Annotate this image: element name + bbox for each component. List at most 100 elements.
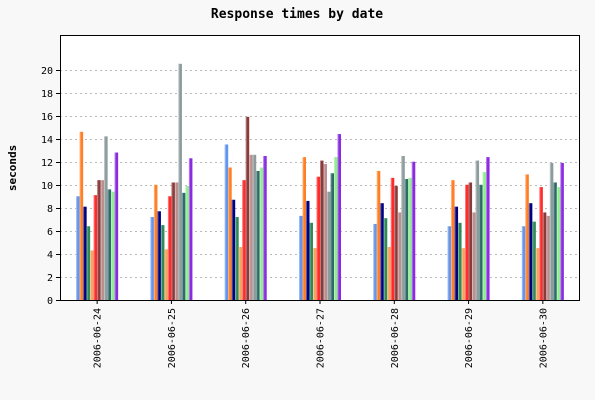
x-ticks: 2006-06-24 2006-06-25 2006-06-26 2006-06-27…	[93, 300, 549, 368]
bar	[235, 217, 239, 300]
bar	[323, 164, 327, 300]
bar	[472, 212, 476, 300]
bar-highlight	[306, 200, 307, 300]
bar-highlight	[451, 180, 453, 300]
bar-highlight	[93, 195, 95, 300]
bar	[475, 160, 480, 300]
x-tick-label: 2006-06-28	[390, 308, 401, 368]
bar	[539, 187, 543, 300]
bar-highlight	[313, 248, 314, 300]
bar	[228, 167, 232, 300]
bar-highlight	[330, 173, 332, 300]
bar	[302, 157, 306, 300]
bar	[86, 226, 91, 300]
bar	[256, 170, 260, 300]
bar-highlight	[380, 203, 382, 300]
bar	[376, 170, 381, 300]
bar	[327, 191, 331, 300]
bar	[306, 200, 310, 300]
bar	[171, 182, 175, 300]
bar-highlight	[157, 211, 159, 300]
bar	[546, 215, 550, 300]
bar	[553, 182, 557, 300]
x-tick-label: 2006-06-27	[316, 308, 327, 368]
bar	[387, 247, 391, 300]
bar	[549, 162, 554, 300]
bar	[231, 199, 236, 300]
bar	[454, 206, 459, 300]
bar	[482, 172, 487, 300]
bar	[242, 180, 246, 300]
bar-highlight	[327, 191, 328, 300]
bar	[411, 161, 416, 300]
bar	[100, 180, 105, 300]
bar	[97, 180, 101, 300]
bar-highlight	[104, 136, 106, 300]
bar-highlight	[107, 189, 109, 300]
bar-highlight	[238, 247, 240, 300]
bar	[263, 155, 267, 300]
bar-highlight	[390, 177, 392, 300]
bar-highlight	[479, 184, 481, 300]
bar	[334, 157, 338, 300]
bar-highlight	[249, 154, 251, 300]
bar	[542, 212, 547, 300]
bar	[252, 154, 257, 300]
bar	[174, 182, 179, 300]
bar-highlight	[174, 182, 176, 300]
bar	[79, 131, 84, 300]
bar-highlight	[263, 155, 265, 300]
bar	[373, 223, 377, 300]
bar-highlight	[411, 161, 413, 300]
bar-highlight	[245, 116, 247, 300]
bar	[556, 187, 561, 300]
bar-highlight	[556, 187, 558, 300]
bar	[525, 174, 529, 300]
bar	[380, 203, 384, 300]
bar-highlight	[259, 167, 261, 300]
bar	[468, 182, 473, 300]
bar	[238, 247, 243, 300]
bar	[185, 185, 189, 300]
bar	[451, 180, 455, 300]
bar	[532, 221, 536, 300]
bar-highlight	[231, 199, 233, 300]
bar	[521, 226, 526, 300]
bar-highlight	[521, 226, 523, 300]
y-tick-label: 2	[47, 273, 53, 284]
bar-highlight	[316, 176, 318, 300]
bar-highlight	[242, 180, 244, 300]
bar	[404, 179, 409, 300]
y-tick-label: 16	[41, 112, 53, 123]
bar-highlight	[458, 222, 460, 300]
x-tick-label: 2006-06-29	[464, 308, 475, 368]
bar	[299, 215, 303, 300]
bar-highlight	[185, 185, 187, 300]
y-axis-label: seconds	[6, 145, 19, 191]
bar	[93, 195, 98, 300]
bar	[560, 162, 564, 300]
bar-highlight	[178, 63, 180, 300]
bar	[320, 160, 324, 300]
bar	[224, 144, 229, 300]
bar-highlight	[408, 177, 410, 300]
bar	[309, 222, 313, 300]
bar-highlight	[76, 196, 78, 300]
bar-highlight	[404, 179, 406, 300]
bar-highlight	[401, 155, 403, 300]
bar-highlight	[86, 226, 88, 300]
y-tick-label: 6	[47, 227, 53, 238]
bar-highlight	[299, 215, 300, 300]
bar	[383, 218, 388, 300]
bar-highlight	[302, 157, 304, 300]
y-tick-label: 20	[41, 66, 53, 77]
bar-highlight	[397, 212, 399, 300]
bar-highlight	[334, 157, 335, 300]
bar-highlight	[100, 180, 102, 300]
bar	[461, 248, 466, 300]
bar-highlight	[560, 162, 562, 300]
bar-highlight	[97, 180, 99, 300]
bar-highlight	[79, 131, 81, 300]
